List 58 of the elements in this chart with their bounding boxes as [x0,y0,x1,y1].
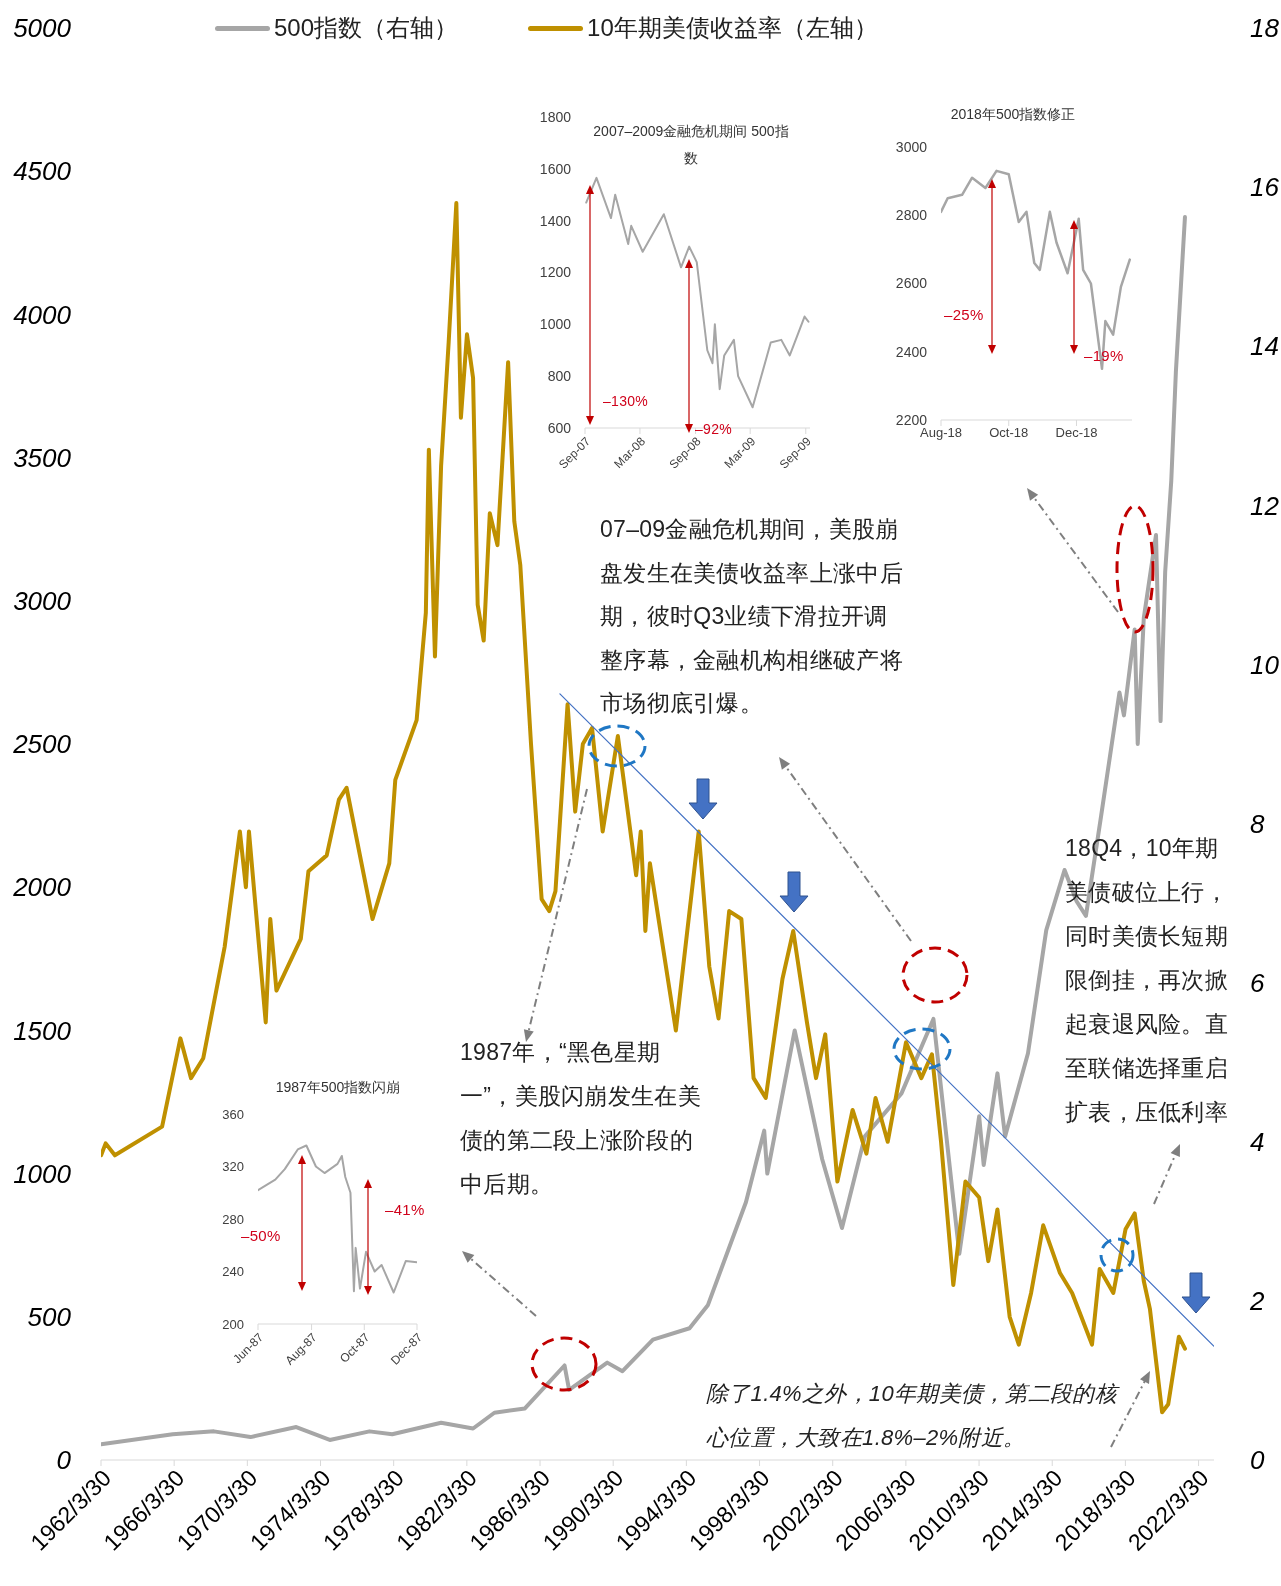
y-tick-label: 200 [222,1316,244,1332]
annotation: –19% [1084,346,1125,366]
y-tick-label: 800 [547,368,572,385]
annotation: –41% [385,1200,426,1220]
y-tick-label: 3000 [895,138,928,155]
annotation: 1987年，“黑色星期一”，美股闪崩发生在美债的第二段上涨阶段的中后期。 [460,1038,702,1199]
y2-tick-label: 18 [1250,13,1280,44]
text: 2007–2009金融危机期间 500指数 [592,122,790,168]
y-tick-label: 2200 [895,411,928,428]
y-tick-label: 4000 [13,299,72,330]
y2-tick-label: 10 [1250,649,1280,680]
y-tick-label: 280 [222,1211,244,1227]
line-series [585,176,810,409]
annotation: 18Q4，10年期美债破位上行，同时美债长短期限倒挂，再次掀起衰退风险。直至联储选择重启扩表，压低利率 [1065,834,1230,1127]
y-tick-label: 360 [222,1106,244,1122]
y-tick-label: 500 [27,1302,72,1333]
y-tick-label: 1000 [13,1158,72,1189]
y-tick-label: 2400 [895,343,928,360]
annotation: 除了1.4%之外，10年期美债，第二段的核心位置，大致在1.8%–2%附近。 [706,1380,1121,1452]
y-tick-label: 1800 [539,108,572,125]
y2-tick-label: 12 [1250,490,1280,521]
y-tick-label: 240 [222,1264,244,1280]
x-tick-label: Dec-18 [1055,425,1098,441]
y2-tick-label: 2 [1249,1286,1265,1317]
annotation: 07–09金融危机期间，美股崩盘发生在美债收益率上涨中后期，彼时Q3业绩下滑拉开调整序幕，金融机构相继破产将市场彻底引爆。 [600,515,904,719]
y-tick-label: 0 [56,1445,72,1476]
chart-title: 2018年500指数修正 [949,105,1077,124]
y-tick-label: 320 [222,1159,244,1175]
y-tick-label: 2800 [895,207,928,224]
y2-tick-label: 16 [1250,172,1280,203]
y-tick-label: 600 [547,419,572,436]
y2-tick-label: 8 [1250,808,1265,839]
y-tick-label: 4500 [13,156,72,187]
y-tick-label: 2500 [12,729,72,760]
y-tick-label: 3000 [13,586,72,617]
annotation: –50% [241,1226,282,1246]
x-tick-label: Oct-18 [989,425,1029,441]
y-tick-label: 1400 [539,212,572,229]
line-series [941,169,1132,371]
chart-title: 1987年500指数闪崩 [274,1078,402,1097]
y2-tick-label: 6 [1250,967,1265,998]
x-tick-label: Aug-18 [920,425,962,441]
y2-tick-label: 4 [1250,1127,1265,1158]
y-tick-label: 2600 [895,275,928,292]
annotation: –130% [603,392,650,411]
y2-tick-label: 14 [1250,331,1279,362]
y-tick-label: 3500 [13,442,72,473]
legend-label: 500指数（右轴） [274,13,459,43]
y-tick-label: 5000 [13,13,72,44]
y2-tick-label: 0 [1250,1445,1265,1476]
annotation: –92% [695,420,733,437]
legend-label: 10年期美债收益率（左轴） [587,13,878,43]
y-tick-label: 1500 [13,1015,72,1046]
y-tick-label: 1200 [539,264,572,281]
annotation: –25% [944,305,985,325]
y-tick-label: 1000 [539,316,572,333]
y-tick-label: 2000 [12,872,72,903]
y-tick-label: 1600 [539,160,572,177]
